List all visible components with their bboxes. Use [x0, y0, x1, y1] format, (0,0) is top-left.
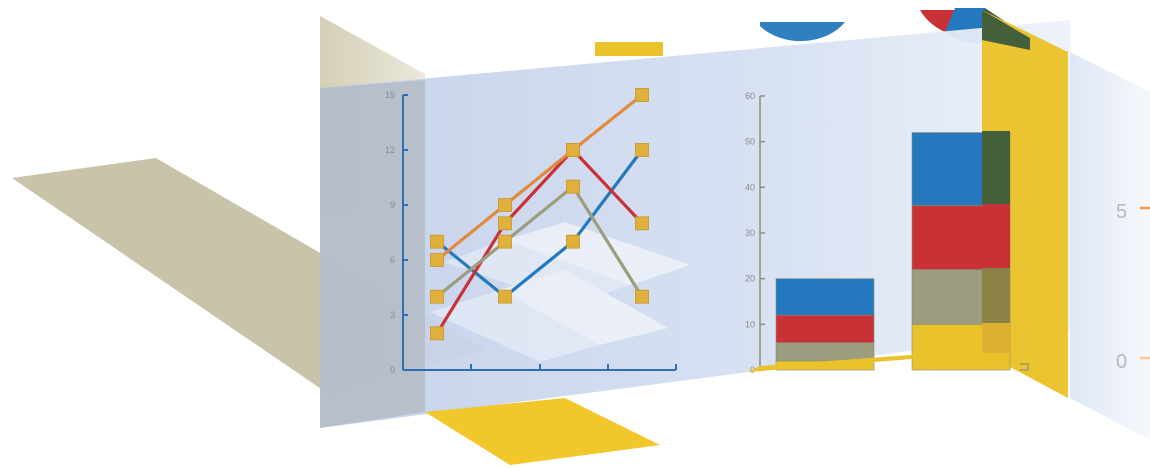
- line-point-olive-1: [498, 234, 512, 249]
- right-axis-tick-5: 5: [1116, 201, 1127, 223]
- bar-chart-ytick-label: 50: [745, 137, 755, 147]
- line-point-blue-3: [635, 143, 649, 157]
- line-series-red: [435, 148, 644, 335]
- bar-floor-wedge: [748, 350, 980, 372]
- bar-chart-ytick-label: 40: [745, 182, 755, 192]
- slab-green-top: [982, 10, 1030, 50]
- line-series-olive: [435, 185, 644, 298]
- blurred-pie-right-red: [920, 10, 955, 32]
- line-chart-ytick-label: 6: [390, 255, 395, 265]
- gold-floor-slab: [425, 398, 660, 465]
- blurred-pie-left: [760, 22, 845, 42]
- line-chart-ytick-label: 12: [385, 145, 395, 155]
- right-axis-tick-0: 0: [1116, 351, 1127, 373]
- line-point-blue-0: [430, 234, 444, 249]
- line-point-olive-3: [635, 289, 649, 304]
- bar-chart-ytick-label: 10: [745, 319, 755, 329]
- line-point-red-1: [498, 216, 512, 231]
- line-point-red-0: [430, 326, 444, 341]
- bar-chart-ytick-label: 30: [745, 228, 755, 238]
- line-series-orange: [435, 93, 643, 262]
- bar-segment-olive-0: [775, 342, 875, 362]
- line-chart-ytick-label: 0: [390, 365, 395, 375]
- line-point-orange-3: [635, 88, 649, 102]
- bar-segment-blue-0: [775, 278, 875, 316]
- line-chart-ytick-label: 3: [390, 310, 395, 320]
- line-point-orange-1: [498, 198, 512, 212]
- floor-tiles: [430, 222, 690, 362]
- panel-overlap-strip: [320, 80, 425, 428]
- bar-chart-ytick-label: 60: [745, 91, 755, 101]
- right-faded-axis: 5 0: [1116, 96, 1150, 373]
- line-chart-ytick-label: 9: [390, 200, 395, 210]
- line-chart: 0 3 6 9 12 15: [385, 88, 677, 375]
- line-point-red-3: [635, 216, 649, 231]
- bar-chart-ytick-label: 20: [745, 274, 755, 284]
- blurred-bar-top: [595, 42, 663, 56]
- line-chart-ytick-label: 15: [385, 90, 395, 100]
- line-point-orange-0: [430, 253, 444, 267]
- bar-segment-red-0: [775, 314, 875, 343]
- line-point-blue-2: [566, 234, 580, 249]
- line-point-olive-0: [430, 289, 444, 304]
- line-point-orange-2: [566, 143, 580, 157]
- right-receding-panel: [1070, 52, 1150, 440]
- slab-overlay: [982, 131, 1010, 353]
- bar-chart-x-axis-end: [1020, 363, 1029, 371]
- line-point-olive-2: [566, 179, 580, 194]
- line-point-blue-1: [498, 289, 512, 304]
